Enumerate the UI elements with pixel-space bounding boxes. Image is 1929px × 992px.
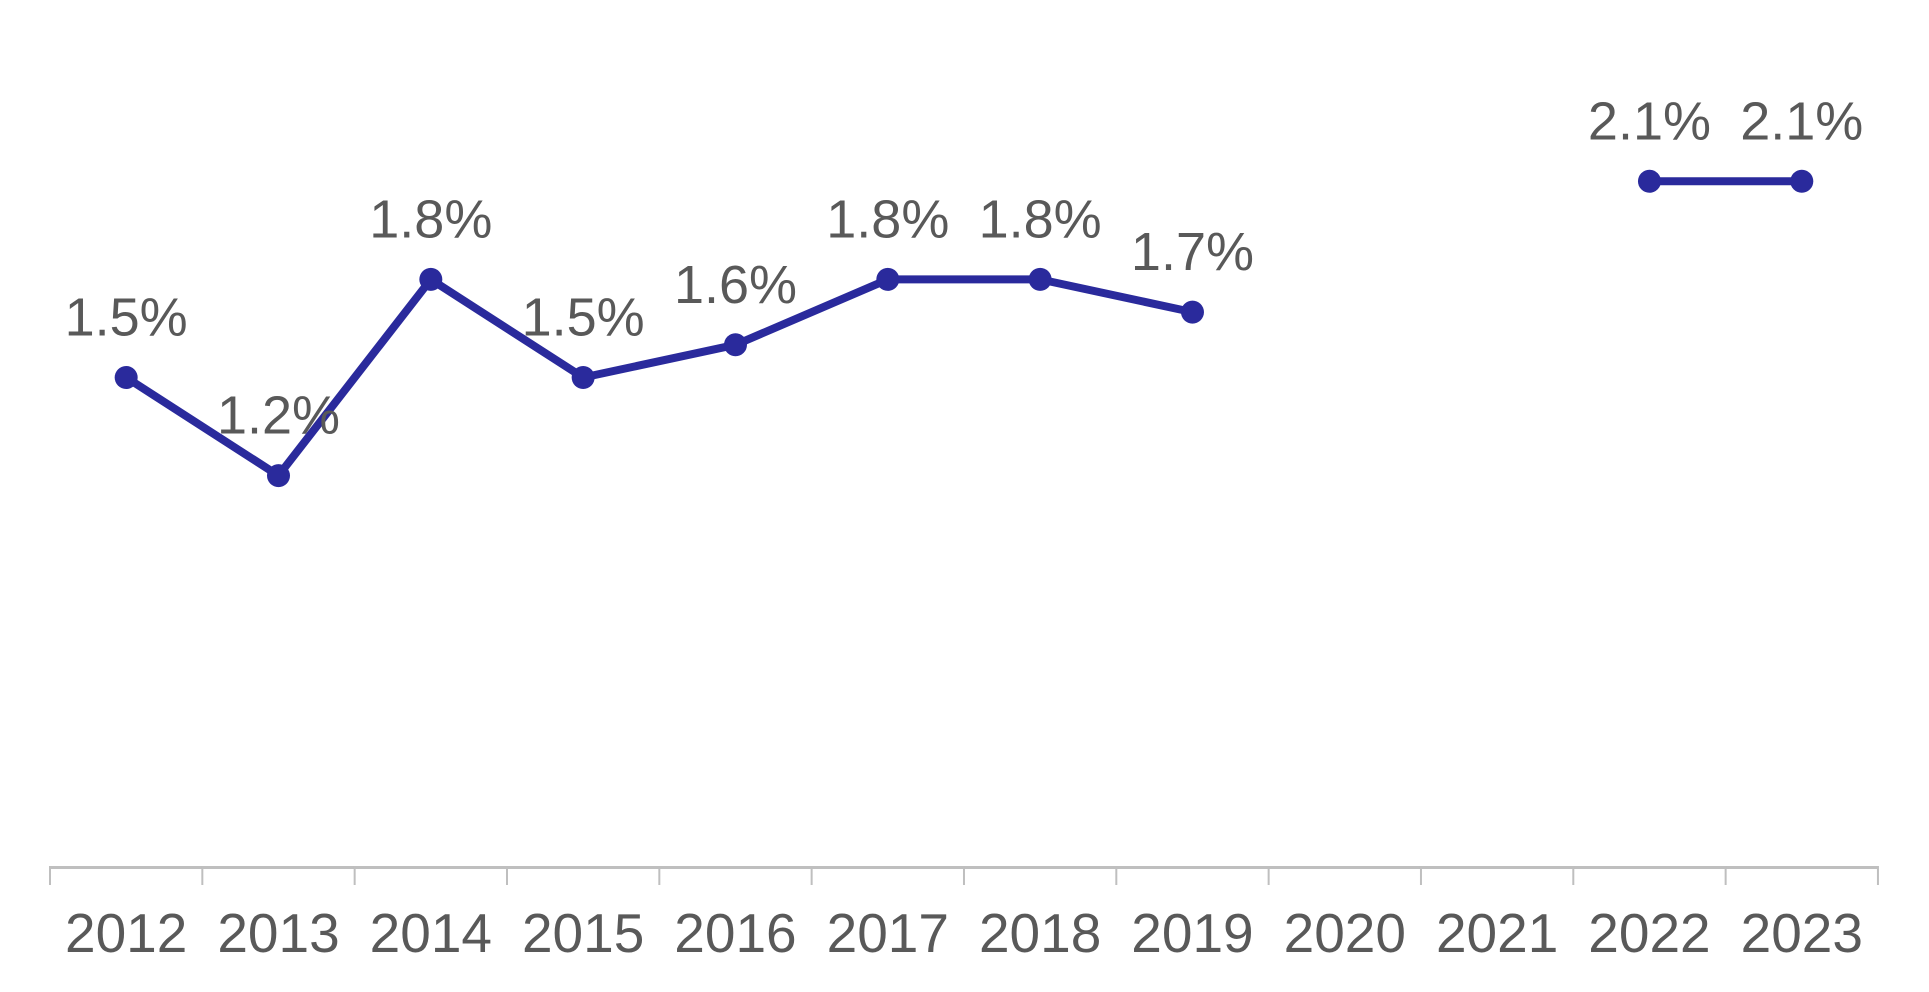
x-axis-label-2022: 2022 xyxy=(1588,902,1710,964)
data-point-2015 xyxy=(571,366,595,389)
data-label-2018: 1.8% xyxy=(979,189,1102,249)
x-axis-label-2015: 2015 xyxy=(522,902,644,964)
data-label-2015: 1.5% xyxy=(522,288,645,348)
data-label-2014: 1.8% xyxy=(369,189,492,249)
data-label-2013: 1.2% xyxy=(217,386,340,446)
x-axis-label-2021: 2021 xyxy=(1436,902,1558,964)
x-axis-label-2018: 2018 xyxy=(979,902,1101,964)
data-point-2022 xyxy=(1637,169,1661,193)
x-axis-label-2017: 2017 xyxy=(827,902,949,964)
data-point-2019 xyxy=(1180,300,1204,324)
x-axis-label-2020: 2020 xyxy=(1284,902,1406,964)
data-label-2022: 2.1% xyxy=(1588,91,1711,151)
x-axis-label-2016: 2016 xyxy=(674,902,796,964)
data-label-2012: 1.5% xyxy=(65,288,188,348)
data-point-2014 xyxy=(419,267,443,291)
data-label-2017: 1.8% xyxy=(826,189,949,249)
x-axis-label-2013: 2013 xyxy=(217,902,339,964)
x-axis-label-2019: 2019 xyxy=(1131,902,1253,964)
series-line-segment xyxy=(122,275,1197,480)
data-point-2023 xyxy=(1790,169,1814,193)
data-label-2016: 1.6% xyxy=(674,255,797,315)
data-point-2017 xyxy=(876,267,900,291)
data-point-2016 xyxy=(723,333,747,357)
data-point-2012 xyxy=(114,366,138,389)
data-point-2018 xyxy=(1028,267,1052,291)
data-label-2019: 1.7% xyxy=(1131,222,1254,282)
x-axis-label-2012: 2012 xyxy=(65,902,187,964)
data-label-2023: 2.1% xyxy=(1740,91,1863,151)
x-axis-label-2023: 2023 xyxy=(1741,902,1863,964)
data-point-2013 xyxy=(266,464,290,488)
x-axis-label-2014: 2014 xyxy=(370,902,492,964)
